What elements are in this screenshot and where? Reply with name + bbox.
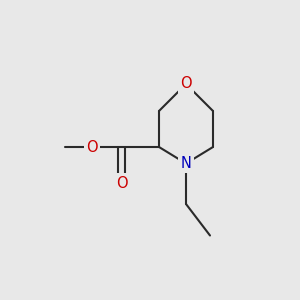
Text: O: O — [86, 140, 97, 154]
Text: O: O — [180, 76, 192, 92]
Text: O: O — [116, 176, 127, 190]
Text: N: N — [181, 156, 191, 171]
